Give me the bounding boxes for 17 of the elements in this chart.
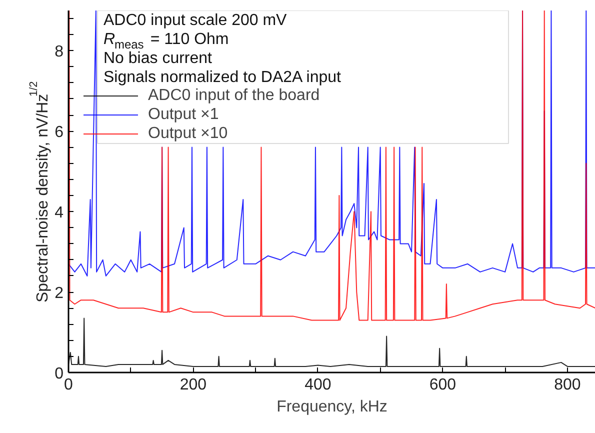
annotation: Signals normalized to DA2A input [104,69,342,86]
annotation: ADC0 input scale 200 mV [104,12,288,29]
y-tick-label: 4 [54,204,64,222]
y-tick-label: 6 [54,124,64,142]
x-tick-label: 400 [304,376,332,394]
x-tick-label: 200 [180,376,207,394]
legend-label: ADC0 input of the board [148,86,320,105]
x-axis-title: Frequency, kHz [276,398,388,416]
y-tick-label: 2 [54,285,64,302]
y-tick-label: 0 [54,366,64,382]
legend-label: Output ×10 [148,124,228,143]
legend-label: Output ×1 [148,105,219,124]
y-axis-title: Spectral-noise density, nV/Hz1/2 [28,81,52,302]
annotation: No bias current [104,50,213,67]
y-tick-label: 8 [54,44,64,61]
x-tick-label: 800 [554,376,581,394]
x-tick-label: 600 [429,376,456,394]
